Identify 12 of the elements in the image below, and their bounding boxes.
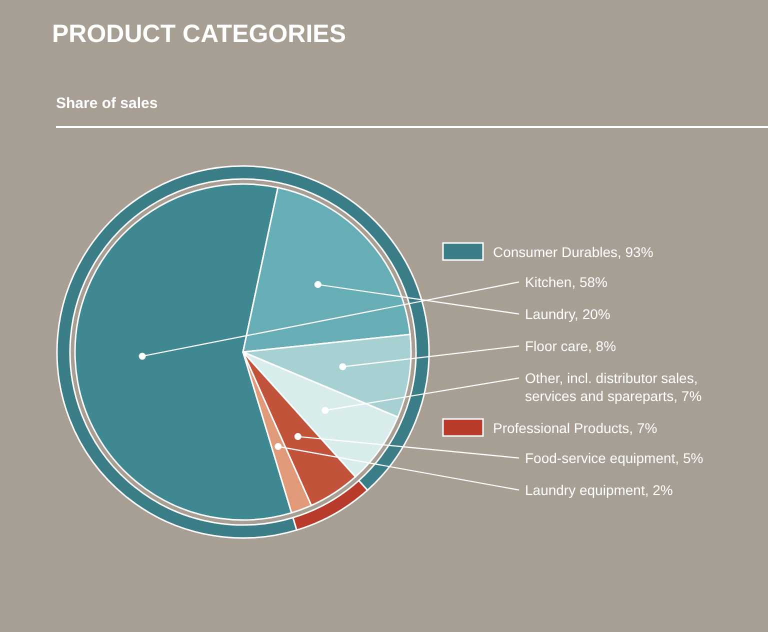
- chart-title: PRODUCT CATEGORIES: [52, 20, 346, 48]
- slice-label: Laundry equipment, 2%: [525, 482, 673, 498]
- donut-slice: [56, 166, 430, 539]
- slice-label: Laundry, 20%: [525, 306, 610, 322]
- donut-slice: [292, 480, 368, 531]
- chart-subtitle: Share of sales: [56, 95, 158, 112]
- slice-label: Floor care, 8%: [525, 338, 616, 354]
- slice-label: Kitchen, 58%: [525, 274, 608, 290]
- slice-label: Other, incl. distributor sales, services and spareparts, 7%: [525, 370, 702, 404]
- legend-label: Professional Products, 7%: [493, 420, 658, 436]
- slice-label: Food-service equipment, 5%: [525, 450, 704, 466]
- legend-label: Consumer Durables, 93%: [493, 244, 654, 260]
